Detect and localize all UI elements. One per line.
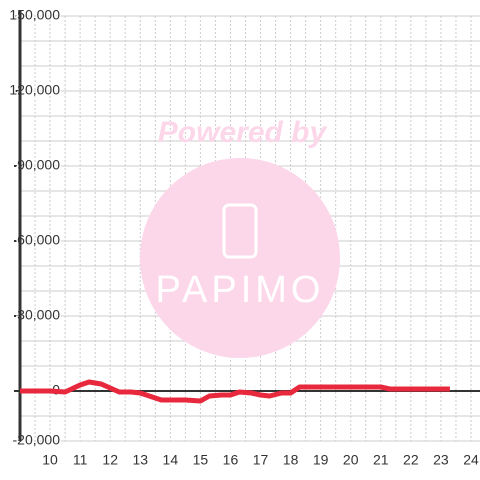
x-tick-label: 19	[313, 452, 329, 468]
x-tick-label: 15	[193, 452, 209, 468]
x-tick-label: 16	[223, 452, 239, 468]
watermark: Powered by PAPIMO	[140, 116, 340, 358]
y-tick-label: 60,000	[17, 232, 60, 248]
x-tick-label: 17	[253, 452, 269, 468]
x-tick-label: 23	[433, 452, 449, 468]
y-tick-label: 30,000	[17, 307, 60, 323]
x-tick-label: 22	[403, 452, 419, 468]
watermark-logo: PAPIMO	[156, 269, 325, 311]
x-tick-label: 13	[132, 452, 148, 468]
y-tick-label: 150,000	[9, 7, 60, 23]
x-tick-label: 20	[343, 452, 359, 468]
data-line	[20, 379, 450, 404]
x-tick-label: 10	[42, 452, 58, 468]
x-tick-label: 11	[73, 452, 88, 468]
y-tick-label: -20,000	[13, 432, 61, 448]
x-tick-label: 24	[463, 452, 479, 468]
x-tick-label: 14	[163, 452, 179, 468]
x-tick-label: 12	[102, 452, 118, 468]
watermark-icon	[222, 203, 258, 259]
x-tick-label: 21	[373, 452, 389, 468]
watermark-text: Powered by	[158, 116, 328, 149]
y-tick-label: 120,000	[9, 82, 60, 98]
x-tick-label: 18	[283, 452, 299, 468]
y-tick-label: 90,000	[17, 157, 60, 173]
